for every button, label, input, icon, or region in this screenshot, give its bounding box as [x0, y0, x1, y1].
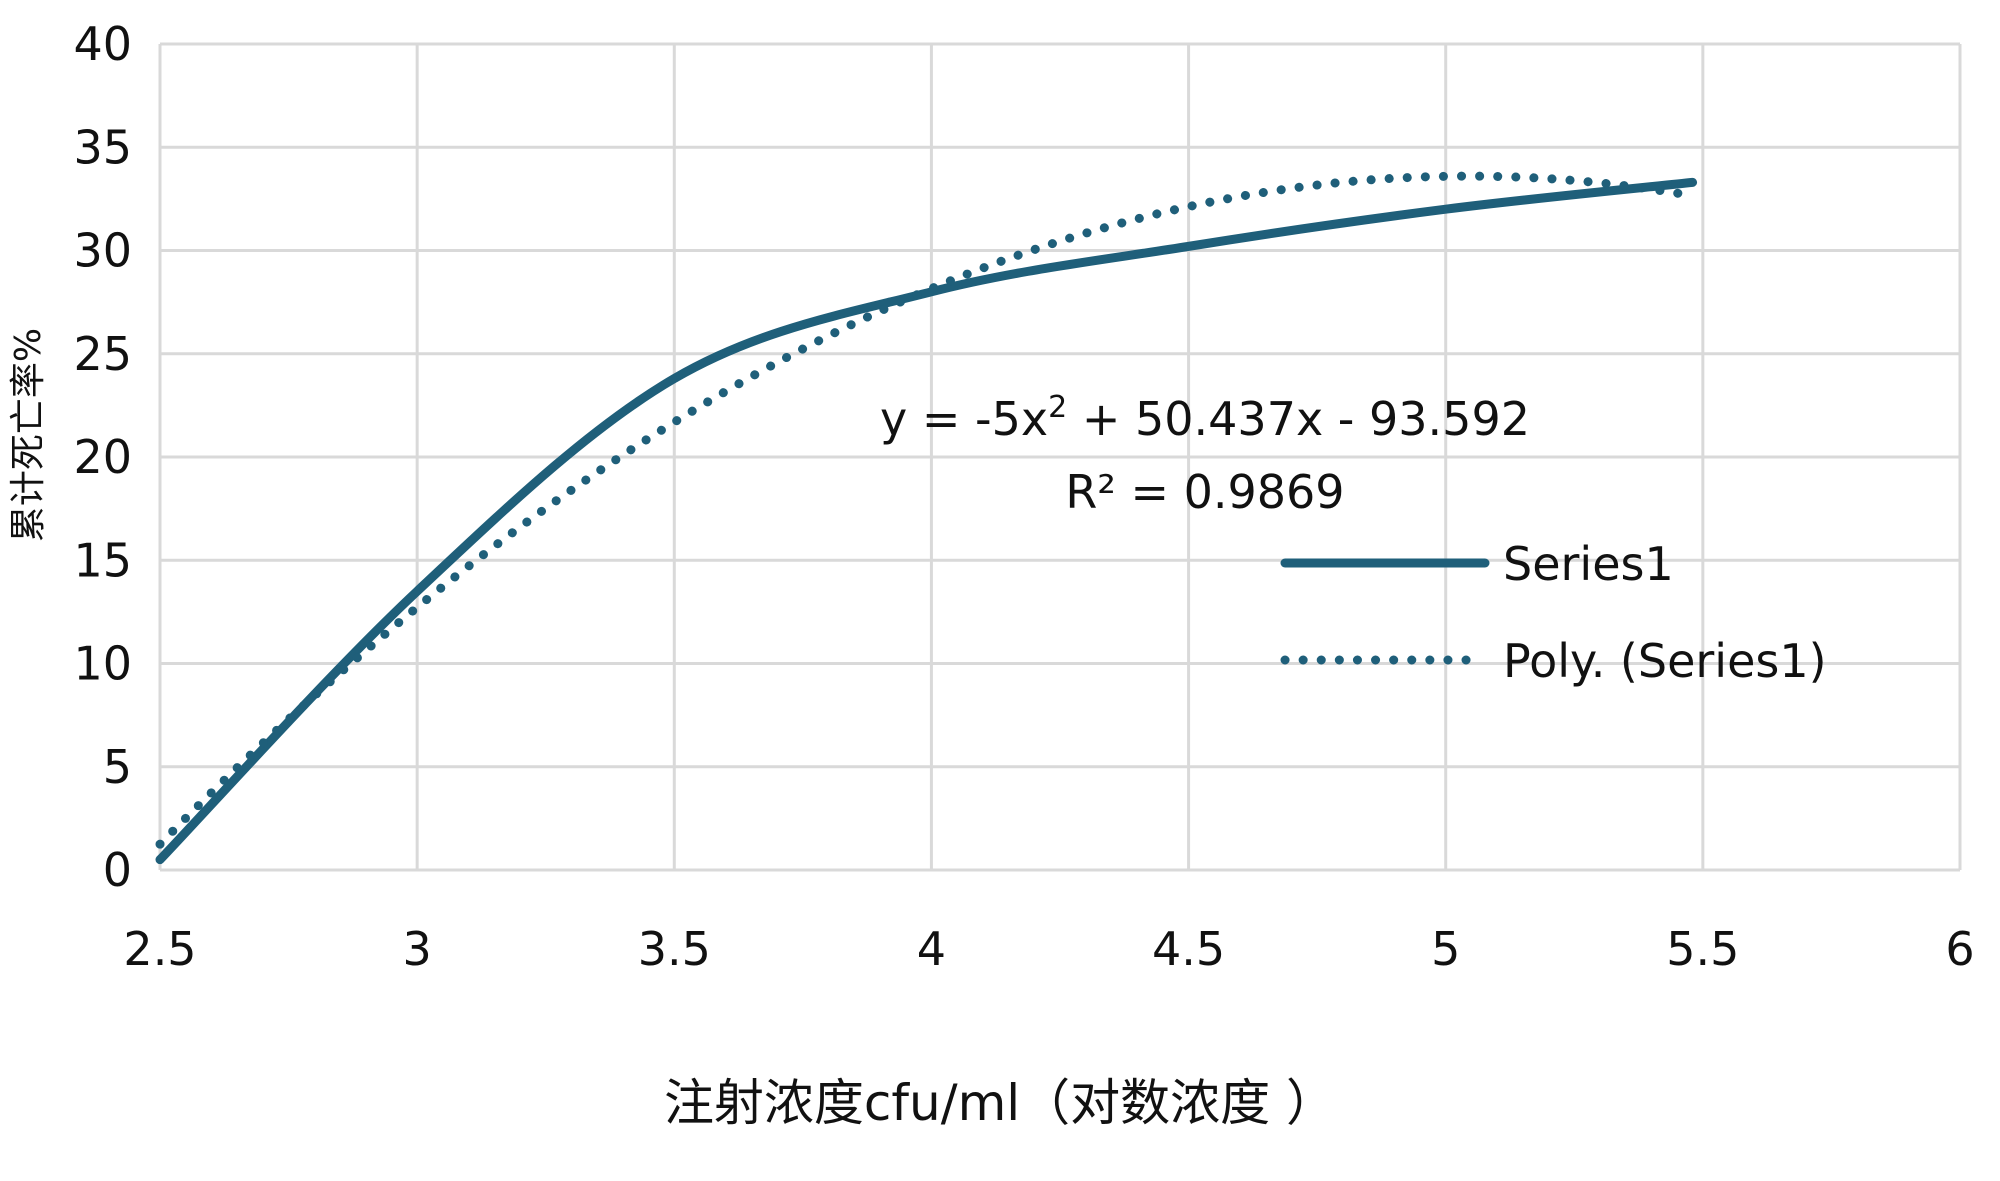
fit-equation: y = -5x2 + 50.437x - 93.592 [880, 390, 1530, 446]
y-tick-label-5: 25 [73, 327, 132, 381]
x-tick-label-4: 4.5 [1152, 922, 1225, 976]
x-tick-label-5: 5 [1431, 922, 1460, 976]
y-tick-label-8: 40 [73, 17, 132, 71]
y-tick-label-6: 30 [73, 224, 132, 278]
legend-label-series1: Series1 [1503, 537, 1674, 591]
x-tick-labels: 2.5 3 3.5 4 4.5 5 5.5 6 [123, 922, 1974, 976]
x-tick-label-3: 4 [917, 922, 946, 976]
y-tick-label-2: 10 [73, 637, 132, 691]
y-tick-label-3: 15 [73, 533, 132, 587]
y-tick-label-4: 20 [73, 430, 132, 484]
y-tick-label-1: 5 [103, 740, 132, 794]
y-axis-title: 累计死亡率% [8, 328, 49, 542]
series-line-poly-fit [155, 171, 1698, 849]
series-line-series1 [155, 177, 1698, 865]
x-tick-label-0: 2.5 [123, 922, 196, 976]
y-tick-label-0: 0 [103, 843, 132, 897]
x-tick-label-2: 3.5 [638, 922, 711, 976]
r-squared: R² = 0.9869 [1065, 465, 1344, 519]
y-tick-label-7: 35 [73, 120, 132, 174]
fit-equation-suffix: + 50.437x - 93.592 [1067, 392, 1530, 446]
x-tick-label-7: 6 [1945, 922, 1974, 976]
x-tick-label-1: 3 [403, 922, 432, 976]
legend-label-poly: Poly. (Series1) [1503, 634, 1827, 688]
grid [158, 42, 1962, 872]
fit-equation-prefix: y = -5x [880, 392, 1048, 446]
x-tick-label-6: 5.5 [1666, 922, 1739, 976]
x-axis-title: 注射浓度cfu/ml（对数浓度 ） [664, 1074, 1336, 1132]
series-lines [155, 171, 1698, 865]
y-tick-labels: 0 5 10 15 20 25 30 35 40 [73, 17, 132, 897]
fit-equation-sup: 2 [1048, 390, 1067, 425]
legend: Series1 Poly. (Series1) [1280, 537, 1827, 688]
